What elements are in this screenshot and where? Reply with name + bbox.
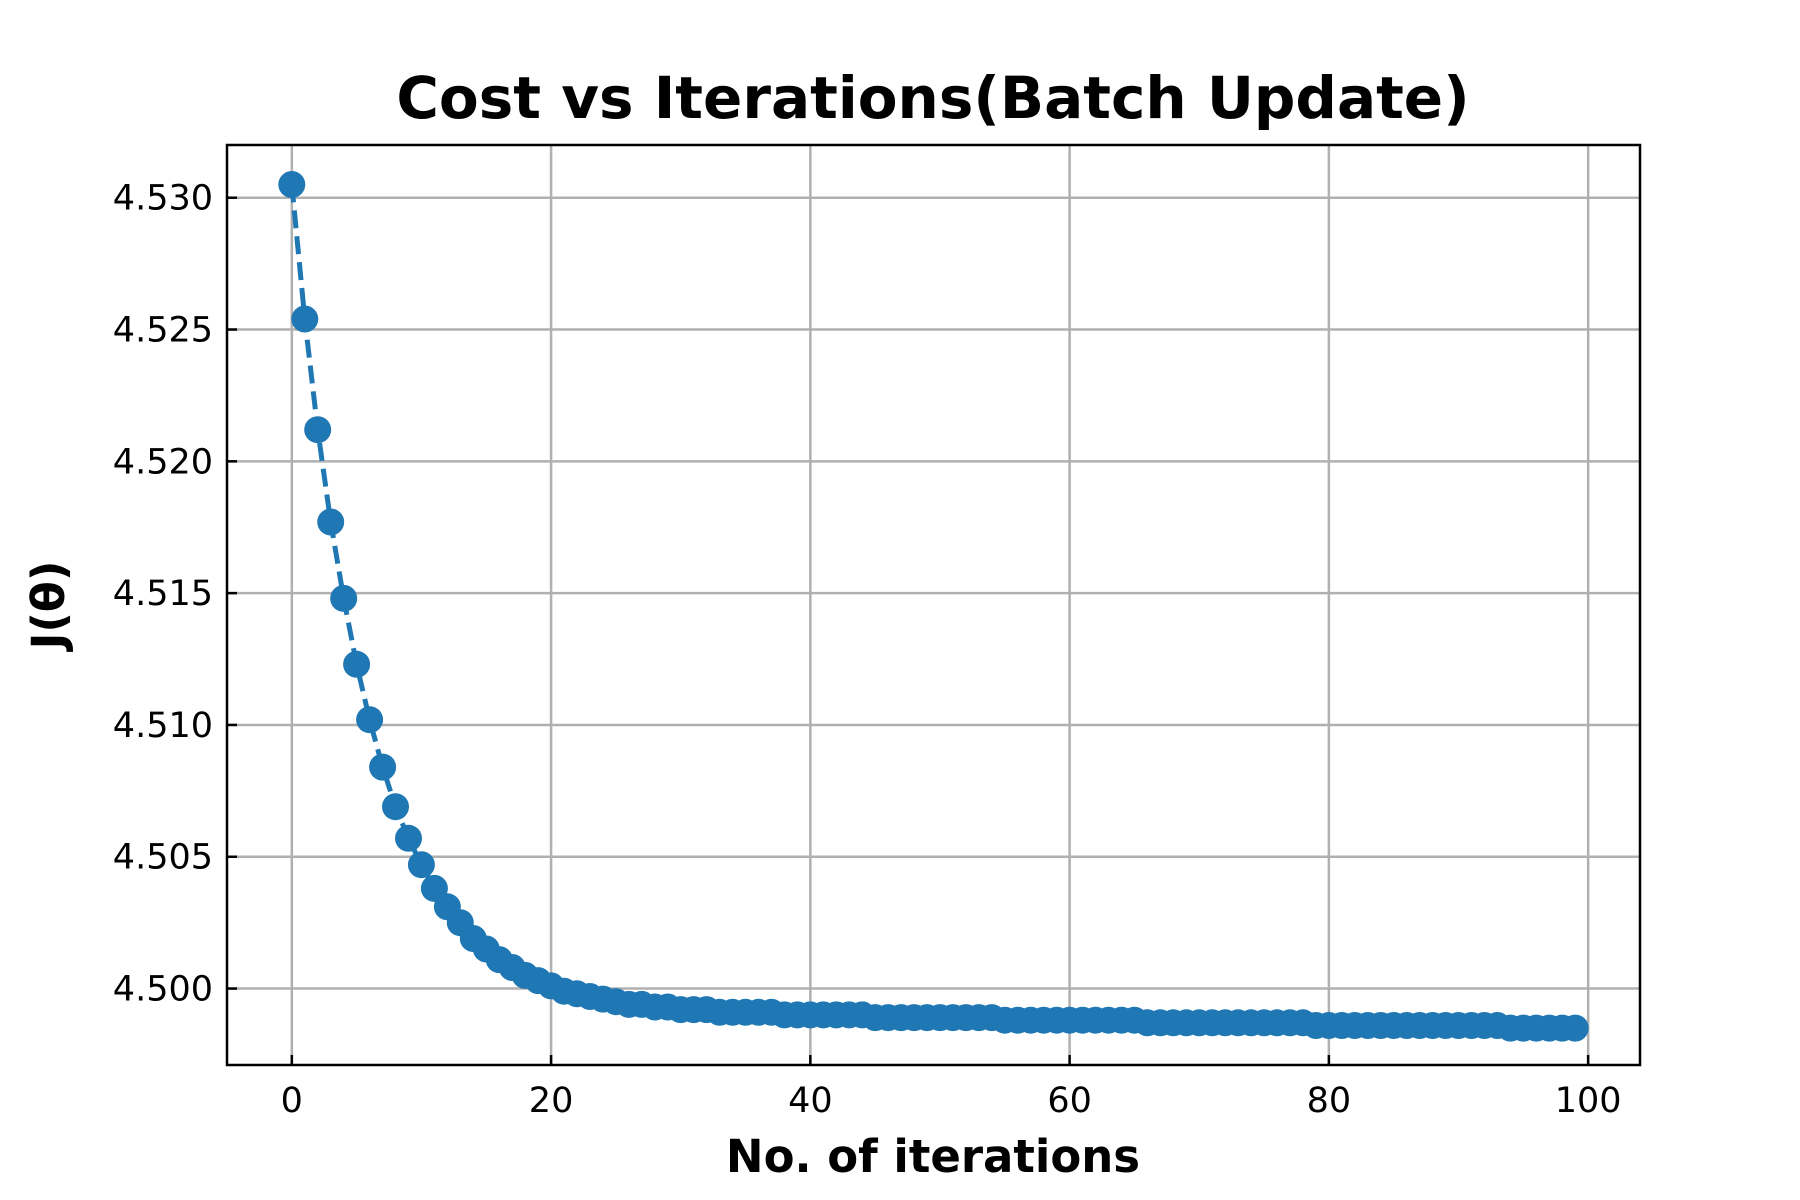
series-line: [289, 184, 1576, 1031]
data-point: [407, 851, 435, 879]
data-point: [291, 305, 319, 333]
data-point: [317, 508, 345, 536]
data-point: [330, 584, 358, 612]
x-tick-label: 0: [281, 1081, 303, 1121]
data-point: [356, 706, 384, 734]
y-axis-label: J(θ): [22, 561, 75, 653]
y-tick-label: 4.505: [113, 838, 213, 878]
series-points: [278, 171, 1589, 1042]
y-tick-label: 4.525: [113, 311, 213, 351]
x-tick-label: 80: [1307, 1081, 1352, 1121]
data-point: [395, 824, 422, 852]
y-tick-label: 4.500: [113, 970, 213, 1010]
y-tick-label: 4.520: [113, 442, 213, 482]
chart-title: Cost vs Iterations(Batch Update): [396, 64, 1469, 132]
x-tick-label: 40: [788, 1081, 833, 1121]
y-tick-label: 4.510: [113, 706, 213, 746]
plot-frame: [225, 143, 1642, 1067]
data-point: [382, 793, 409, 821]
data-point: [278, 171, 306, 198]
x-axis-label: No. of iterations: [726, 1130, 1140, 1183]
y-tick-label: 4.515: [113, 574, 213, 614]
grid: [227, 145, 1640, 1065]
data-point: [1561, 1014, 1589, 1042]
x-tick-label: 100: [1555, 1081, 1622, 1121]
x-tick-label: 20: [529, 1081, 574, 1121]
data-point: [304, 416, 332, 444]
ticks: 0 20 40 60 80 100 4.500 4.505 4.510 4.515 4.520 4.5…: [113, 179, 1622, 1121]
data-point: [369, 753, 397, 781]
y-tick-label: 4.530: [113, 179, 213, 219]
series-line-path: [289, 184, 1576, 1031]
data-point: [343, 650, 371, 678]
x-tick-label: 60: [1047, 1081, 1092, 1121]
